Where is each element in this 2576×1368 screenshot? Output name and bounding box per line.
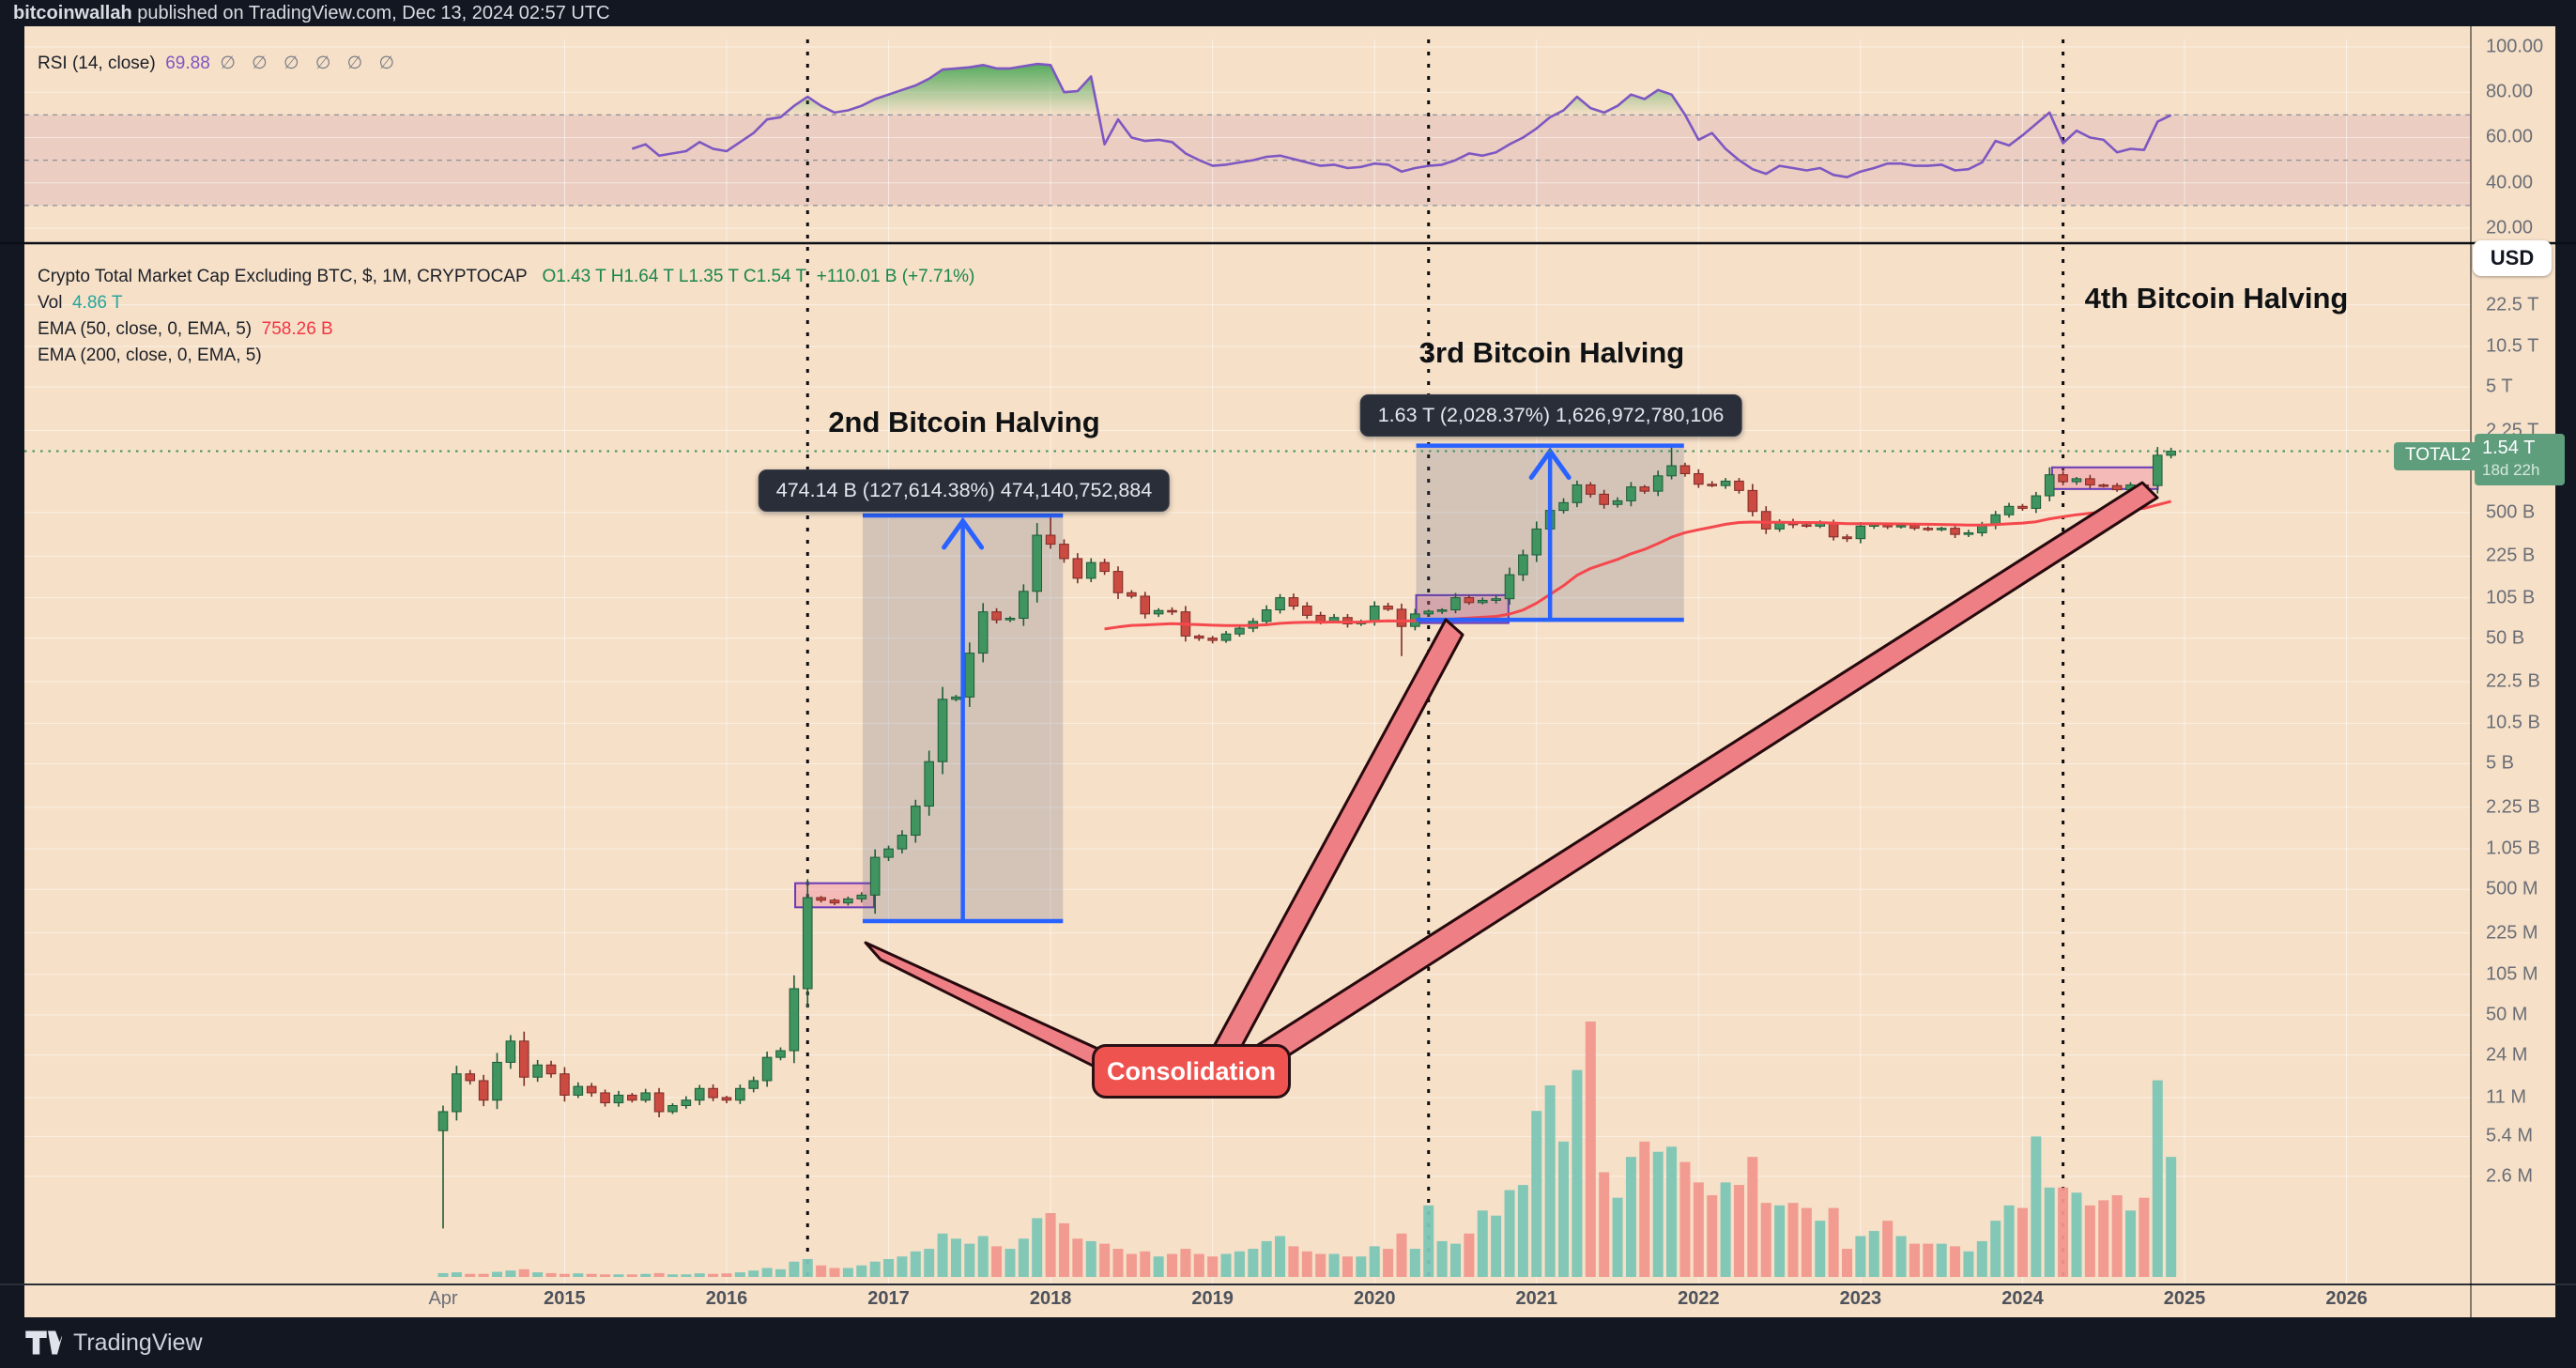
price-axis-label: 10.5 T — [2486, 335, 2539, 357]
publish-info: published on TradingView.com, Dec 13, 20… — [131, 3, 610, 23]
publisher-username: bitcoinwallah — [13, 3, 132, 23]
ohlc-values: O1.43 T H1.64 T L1.35 T C1.54 T — [542, 267, 807, 286]
last-price-value: 1.54 T — [2482, 438, 2536, 458]
time-axis-label-2022: 2022 — [1678, 1288, 1720, 1309]
rsi-value: 69.88 — [165, 54, 210, 73]
symbol-flag-text: TOTAL2 — [2405, 445, 2472, 465]
ema50-label: EMA (50, close, 0, EMA, 5) — [38, 319, 253, 339]
price-axis-label: 2.25 B — [2486, 796, 2540, 818]
time-axis-label-2015: 2015 — [544, 1288, 586, 1309]
price-axis-label: 1.05 B — [2486, 838, 2540, 859]
price-axis-label: 11 M — [2486, 1086, 2526, 1108]
ema200-legend[interactable]: EMA (200, close, 0, EMA, 5) — [38, 346, 262, 366]
price-axis-label: 5 T — [2486, 376, 2513, 397]
usd-label: USD — [2490, 246, 2535, 269]
time-axis-label-2017: 2017 — [867, 1288, 910, 1309]
change-value: +110.01 B (+7.71%) — [816, 267, 975, 286]
second-halving-measure-tooltip[interactable]: 474.14 B (127,614.38%) 474,140,752,884 — [758, 469, 1171, 512]
ema200-label: EMA (200, close, 0, EMA, 5) — [38, 346, 262, 365]
rsi-axis-label: 60.00 — [2486, 126, 2534, 147]
last-price-axis-badge[interactable]: 1.54 T 18d 22h — [2475, 434, 2565, 485]
second-halving-title: 2nd Bitcoin Halving — [828, 406, 1100, 438]
symbol-price-flag[interactable]: TOTAL2 — [2394, 442, 2483, 470]
time-axis-label-2018: 2018 — [1029, 1288, 1072, 1309]
volume-label: Vol — [38, 293, 63, 313]
price-axis-label: 2.6 M — [2486, 1165, 2534, 1187]
consolidation-label[interactable]: Consolidation — [1092, 1044, 1291, 1099]
third-halving-measure-tooltip[interactable]: 1.63 T (2,028.37%) 1,626,972,780,106 — [1359, 394, 1742, 437]
time-axis-label-2024: 2024 — [2001, 1288, 2044, 1309]
price-axis-label: 24 M — [2486, 1044, 2528, 1066]
price-axis-label: 105 M — [2486, 963, 2538, 985]
footer-brand[interactable]: TradingView — [73, 1329, 203, 1356]
price-axis-label: 5 B — [2486, 752, 2515, 774]
price-axis-label: 500 B — [2486, 501, 2536, 523]
rsi-axis-label: 100.00 — [2486, 36, 2544, 57]
publish-header: bitcoinwallah published on TradingView.c… — [0, 0, 2576, 26]
currency-toggle-usd[interactable]: USD — [2473, 240, 2552, 276]
rsi-axis-label: 40.00 — [2486, 172, 2534, 193]
price-axis-label: 5.4 M — [2486, 1125, 2534, 1146]
price-axis-label: 225 B — [2486, 545, 2536, 566]
time-axis-label-2021: 2021 — [1515, 1288, 1558, 1309]
rsi-legend[interactable]: RSI (14, close) 69.88 ∅ ∅ ∅ ∅ ∅ ∅ — [38, 53, 400, 74]
bar-countdown: 18d 22h — [2482, 461, 2540, 479]
time-axis-label-2019: 2019 — [1191, 1288, 1234, 1309]
price-axis-label: 105 B — [2486, 587, 2536, 608]
time-axis-label-2016: 2016 — [705, 1288, 748, 1309]
rsi-axis-label: 80.00 — [2486, 81, 2534, 102]
rsi-legend-label: RSI (14, close) — [38, 54, 156, 73]
price-axis-label: 50 M — [2486, 1004, 2528, 1025]
footer-bar: TradingView — [0, 1317, 2576, 1368]
ema50-legend[interactable]: EMA (50, close, 0, EMA, 5) 758.26 B — [38, 319, 333, 340]
price-axis-label: 500 M — [2486, 878, 2538, 899]
time-axis-label-2020: 2020 — [1353, 1288, 1396, 1309]
symbol-legend[interactable]: Crypto Total Market Cap Excluding BTC, $… — [38, 267, 974, 287]
volume-value: 4.86 T — [71, 293, 123, 313]
time-axis-label-2023: 2023 — [1839, 1288, 1882, 1309]
fourth-halving-title: 4th Bitcoin Halving — [2084, 282, 2349, 315]
price-axis-label: 50 B — [2486, 627, 2525, 649]
price-axis-label: 10.5 B — [2486, 712, 2540, 733]
volume-legend[interactable]: Vol 4.86 T — [38, 293, 123, 314]
price-axis-label: 22.5 T — [2486, 294, 2539, 315]
tradingview-logo-icon[interactable] — [24, 1326, 62, 1360]
time-axis-label-2025: 2025 — [2163, 1288, 2206, 1309]
price-axis-label: 22.5 B — [2486, 670, 2540, 692]
rsi-axis-label: 20.00 — [2486, 217, 2534, 238]
rsi-empty-values: ∅ ∅ ∅ ∅ ∅ ∅ — [220, 54, 401, 73]
consolidation-text: Consolidation — [1107, 1056, 1276, 1085]
symbol-title: Crypto Total Market Cap Excluding BTC, $… — [38, 267, 528, 286]
price-axis-label: 225 M — [2486, 922, 2538, 944]
ema50-value: 758.26 B — [261, 319, 333, 339]
third-halving-title: 3rd Bitcoin Halving — [1418, 336, 1685, 369]
time-axis-label-2026: 2026 — [2325, 1288, 2368, 1309]
time-axis-label-apr: Apr — [428, 1288, 458, 1309]
